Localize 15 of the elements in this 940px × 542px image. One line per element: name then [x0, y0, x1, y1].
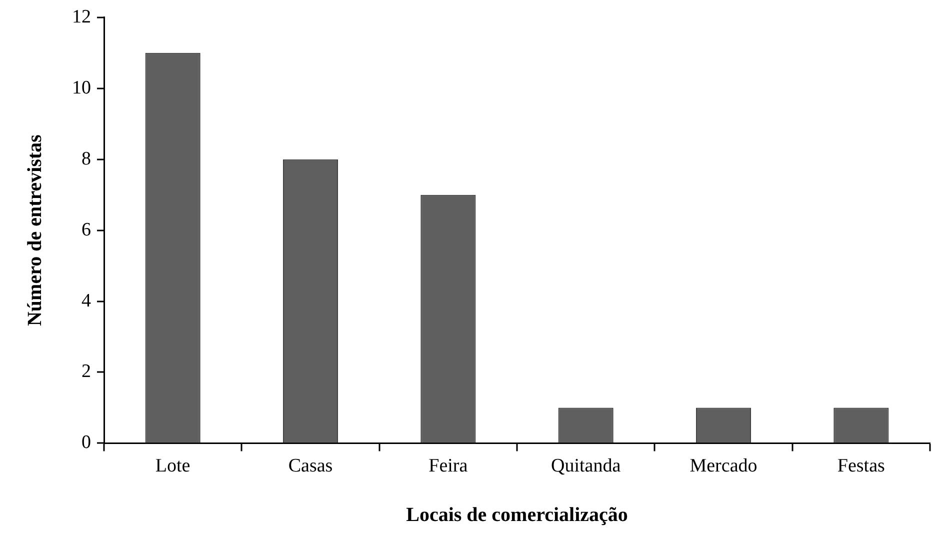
y-tick-label: 4 [82, 290, 92, 312]
x-tick-label: Festas [837, 456, 885, 477]
x-tick-label: Casas [288, 456, 333, 477]
y-tick-label: 8 [82, 148, 91, 170]
y-tick-label: 10 [72, 77, 91, 98]
y-tick-label: 0 [82, 432, 91, 454]
y-axis-title: Número de entrevistas [24, 134, 46, 326]
x-tick-label: Lote [155, 456, 190, 477]
y-tick-label: 12 [72, 6, 91, 28]
x-tick-label: Quitanda [551, 456, 622, 477]
y-tick-label: 2 [82, 361, 91, 382]
x-tick-label: Mercado [690, 456, 758, 477]
x-tick-label: Feira [428, 456, 468, 477]
y-tick-label: 6 [82, 219, 91, 240]
x-axis-title: Locais de comercialização [406, 504, 628, 526]
